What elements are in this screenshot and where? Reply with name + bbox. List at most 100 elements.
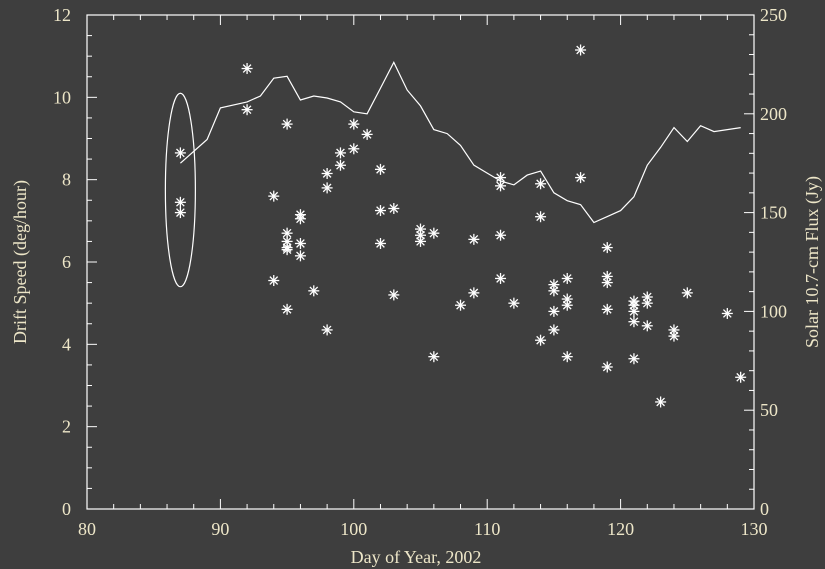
asterisk-stroke xyxy=(176,197,185,207)
y2-tick-label: 0 xyxy=(760,499,769,519)
tick-marks xyxy=(86,14,755,510)
data-point xyxy=(374,205,386,217)
data-point xyxy=(428,351,440,363)
data-point xyxy=(601,270,613,282)
asterisk-stroke xyxy=(322,325,332,335)
data-point xyxy=(628,353,640,365)
y2-tick-label: 50 xyxy=(760,400,778,420)
asterisk-stroke xyxy=(509,298,519,308)
data-point xyxy=(308,285,320,297)
data-point xyxy=(321,167,333,179)
data-point xyxy=(548,324,560,336)
data-point xyxy=(294,213,306,225)
asterisk-stroke xyxy=(562,274,572,283)
asterisk-stroke xyxy=(176,208,185,217)
y-tick-label: 12 xyxy=(53,5,71,25)
asterisk-stroke xyxy=(469,235,479,244)
data-point xyxy=(268,190,280,202)
asterisk-stroke xyxy=(576,45,585,55)
y-tick-label: 10 xyxy=(53,87,71,107)
asterisk-stroke xyxy=(736,372,746,382)
x-tick-label: 130 xyxy=(741,519,768,539)
data-point xyxy=(468,233,480,245)
asterisk-stroke xyxy=(602,278,612,287)
data-point xyxy=(548,285,560,297)
data-point xyxy=(601,361,613,373)
data-point xyxy=(641,320,653,332)
asterisk-stroke xyxy=(669,331,679,341)
x-tick-label: 100 xyxy=(340,519,367,539)
asterisk-stroke xyxy=(376,206,385,215)
y2-axis-label: Solar 10.7-cm Flux (Jy) xyxy=(802,176,823,348)
asterisk-stroke xyxy=(682,288,692,298)
asterisk-stroke xyxy=(416,224,425,234)
data-point xyxy=(174,196,186,208)
y-tick-label: 8 xyxy=(62,170,71,190)
asterisk-stroke xyxy=(562,300,572,310)
data-point xyxy=(294,250,306,262)
asterisk-stroke xyxy=(282,228,292,238)
asterisk-stroke xyxy=(722,309,732,318)
asterisk-stroke xyxy=(336,160,345,170)
asterisk-stroke xyxy=(496,230,505,240)
data-point xyxy=(575,172,587,184)
data-point xyxy=(601,277,613,289)
asterisk-stroke xyxy=(642,321,652,331)
y2-tick-label: 100 xyxy=(760,301,787,321)
asterisk-stroke xyxy=(496,173,505,182)
data-point xyxy=(374,237,386,249)
data-point xyxy=(495,180,507,192)
data-point xyxy=(628,316,640,328)
data-point xyxy=(561,272,573,284)
asterisk-stroke xyxy=(242,105,252,115)
data-point xyxy=(348,143,360,155)
data-point xyxy=(548,279,560,291)
data-point xyxy=(721,307,733,319)
asterisk-stroke xyxy=(629,300,639,310)
data-point xyxy=(321,324,333,336)
asterisk-stroke xyxy=(496,181,505,191)
y-tick-label: 2 xyxy=(62,417,71,437)
data-point xyxy=(174,207,186,219)
y2-tick-label: 250 xyxy=(760,5,787,25)
asterisk-stroke xyxy=(376,239,385,248)
asterisk-stroke xyxy=(282,237,292,246)
asterisk-stroke xyxy=(362,130,372,139)
asterisk-stroke xyxy=(549,280,559,289)
x-tick-label: 90 xyxy=(211,519,229,539)
y-tick-label: 6 xyxy=(62,252,71,272)
data-point xyxy=(668,330,680,342)
asterisk-stroke xyxy=(629,354,639,364)
data-point xyxy=(561,299,573,311)
data-point xyxy=(508,297,520,309)
data-point xyxy=(628,305,640,317)
asterisk-stroke xyxy=(656,397,665,407)
x-tick-label: 120 xyxy=(607,519,634,539)
data-point xyxy=(455,299,467,311)
asterisk-stroke xyxy=(669,325,679,335)
data-point xyxy=(495,229,507,241)
x-axis-label: Day of Year, 2002 xyxy=(351,547,482,567)
asterisk-stroke xyxy=(456,300,465,310)
asterisk-stroke xyxy=(349,144,359,154)
data-point xyxy=(388,202,400,214)
asterisk-stroke xyxy=(389,290,399,300)
asterisk-stroke xyxy=(576,173,585,182)
y2-tick-label: 150 xyxy=(760,203,787,223)
data-point xyxy=(548,305,560,317)
asterisk-stroke xyxy=(602,304,612,314)
data-point xyxy=(575,44,587,56)
asterisk-stroke xyxy=(416,237,425,246)
asterisk-stroke xyxy=(176,148,185,158)
data-point xyxy=(334,159,346,171)
flux-line xyxy=(180,61,741,224)
highlight-ellipse xyxy=(164,92,196,288)
asterisk-stroke xyxy=(629,307,639,316)
asterisk-stroke xyxy=(549,286,559,296)
asterisk-stroke xyxy=(536,179,545,189)
data-point xyxy=(495,272,507,284)
data-point xyxy=(535,211,547,223)
asterisk-stroke xyxy=(416,230,425,240)
data-point xyxy=(535,334,547,346)
